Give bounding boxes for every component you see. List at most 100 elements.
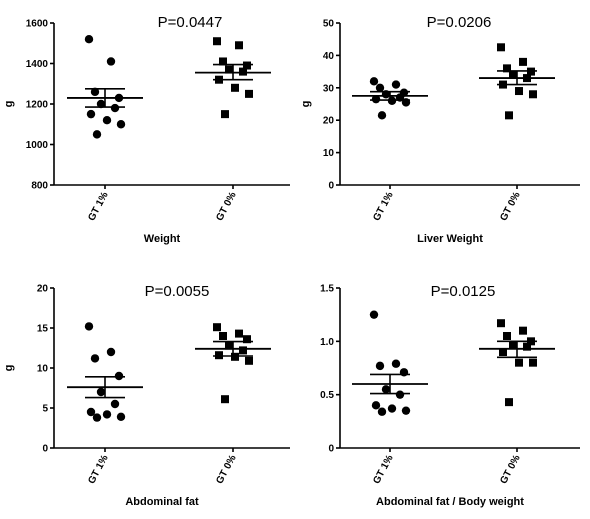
panel-3-point-gt1 [96,387,106,397]
panel-3-point-gt1 [116,412,126,421]
panel-1-x-tick-label: GT 1% [86,190,110,223]
panel-2-point-gt0 [515,87,523,96]
panel-3-point-gt0 [213,323,221,332]
panel-2-point-gt0 [503,64,511,73]
panel-3-point-gt0 [243,335,251,344]
panel-3-point-gt0 [219,332,227,340]
panel-3-y-tick-label: 15 [37,324,49,335]
panel-2-y-tick-label: 10 [323,148,335,159]
panel-2-y-tick-label: 20 [323,116,335,127]
panel-2-point-gt0 [527,67,535,76]
panel-4-point-gt1 [387,404,397,413]
panel-2-y-label: g [300,101,312,108]
panel-1-point-gt0 [239,67,247,76]
panel-1-y-tick-label: 1400 [26,59,49,70]
panel-2-point-gt0 [529,90,537,99]
panel-1-point-gt0 [221,110,229,119]
panel-4-y-tick-label: 0 [328,444,334,455]
panel-3-point-gt1 [110,399,120,409]
panel-2-point-gt1 [371,94,381,104]
panel-3-point-gt1 [84,322,94,331]
panel-1-point-gt0 [215,75,223,84]
panel-4-y-tick-label: 1.5 [320,284,334,295]
panel-1-point-gt1 [116,120,126,129]
panel-2-y-tick-label: 0 [328,181,334,192]
panel-3-point-gt1 [114,371,124,381]
panel-3-point-gt1 [86,407,96,417]
panel-2-point-gt0 [497,43,505,52]
panel-1-point-gt1 [86,109,96,119]
panel-3-point-gt1 [102,410,112,419]
panel-1-y-label: g [3,101,15,108]
panel-4-point-gt0 [523,342,531,351]
panel-1-point-gt0 [231,83,239,92]
panel-4-point-gt0 [505,398,513,407]
panel-4-point-gt0 [527,337,535,346]
panel-4-point-gt0 [515,358,523,367]
panel-3-point-gt0 [239,346,247,355]
panel-1-y-tick-label: 800 [31,181,48,192]
panel-4-point-gt1 [371,401,381,410]
panel-3-point-gt1 [90,354,100,363]
panel-2-point-gt1 [381,90,391,99]
panel-1-title: P=0.0447 [158,14,223,31]
panel-1-point-gt1 [114,93,124,103]
panel-2-point-gt1 [391,80,401,89]
panel-3-x-label: Abdominal fat [125,496,199,508]
panel-2-x-label: Liver Weight [417,233,483,245]
panel-3-point-gt1 [92,413,102,422]
panel-1-point-gt0 [225,65,233,74]
panel-2-point-gt1 [401,98,411,107]
panel-1-point-gt1 [106,57,116,66]
panel-3-point-gt0 [235,329,243,338]
panel-3-x-tick-label: GT 1% [86,453,110,486]
panel-1-point-gt1 [102,116,112,125]
panel-1-point-gt1 [90,87,100,97]
panel-2-point-gt0 [499,80,507,89]
panel-4-point-gt0 [497,319,505,328]
panel-4-point-gt1 [401,406,411,415]
panel-1-point-gt1 [110,103,120,113]
panel-3-y-tick-label: 10 [37,364,49,375]
panel-4-point-gt0 [499,348,507,356]
panel-2-point-gt0 [523,74,531,83]
panel-4-point-gt1 [375,361,385,371]
panel-3-point-gt0 [245,356,253,365]
panel-2-title: P=0.0206 [427,14,492,31]
panel-2-point-gt0 [509,70,517,79]
panel-2-point-gt1 [387,96,397,105]
panel-4-y-tick-label: 1.0 [320,337,334,348]
panel-2-point-gt1 [395,93,405,102]
panel-1-point-gt1 [96,99,106,109]
panel-3-point-gt0 [215,351,223,360]
panel-4-point-gt1 [377,407,387,416]
panel-4-point-gt0 [529,358,537,367]
panel-3-x-tick-label: GT 0% [214,453,238,486]
panel-2-x-tick-label: GT 1% [371,190,395,223]
panel-4-x-tick-label: GT 0% [498,453,522,486]
panel-4-y-tick-label: 0.5 [320,390,334,401]
panel-2-point-gt0 [519,57,527,66]
panel-3-y-tick-label: 0 [42,444,48,455]
panel-2-point-gt1 [375,83,385,93]
panel-4-title: P=0.0125 [431,283,496,300]
panel-4-x-tick-label: GT 1% [371,453,395,486]
panel-2-point-gt0 [505,111,513,120]
panel-1-x-tick-label: GT 0% [214,190,238,223]
panel-3-point-gt1 [106,347,116,357]
panel-2-x-tick-label: GT 0% [498,190,522,223]
panel-1-point-gt0 [243,61,251,70]
panel-4-point-gt0 [519,326,527,335]
panel-4-point-gt0 [509,340,517,349]
panel-3-point-gt0 [231,352,239,361]
panel-4-point-gt1 [369,310,379,319]
panel-4-x-label: Abdominal fat / Body weight [376,496,524,508]
panel-3-title: P=0.0055 [145,283,210,300]
panel-1-point-gt1 [84,35,94,44]
panel-4-point-gt1 [391,359,401,368]
panel-2-y-tick-label: 40 [323,51,335,62]
panel-1-y-tick-label: 1000 [26,140,49,151]
panel-1-y-tick-label: 1200 [26,100,49,111]
panel-3-point-gt0 [221,395,229,404]
panel-2-y-tick-label: 30 [323,83,335,94]
